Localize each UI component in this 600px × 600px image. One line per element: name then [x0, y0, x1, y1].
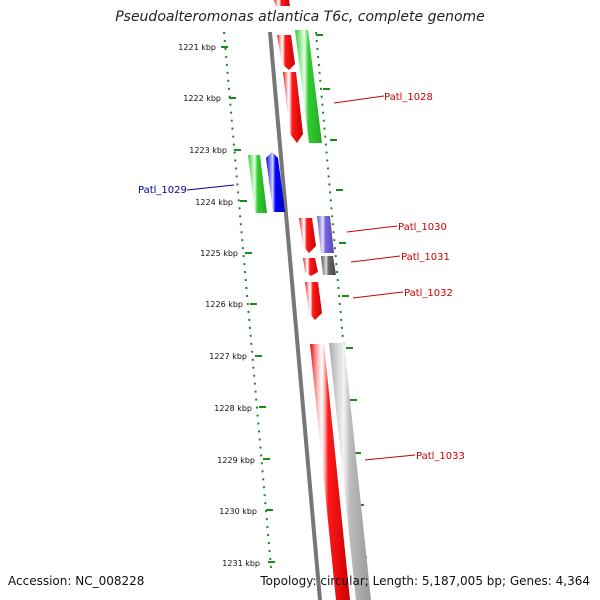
- gene-feature-purple: [317, 216, 334, 253]
- ruler-line: [223, 31, 272, 569]
- ruler-tick-1221: 1221 kbp: [178, 43, 228, 52]
- ruler-tick-1228: 1228 kbp: [214, 404, 266, 413]
- callout-line: [186, 184, 235, 191]
- gene-feature-red: [303, 258, 318, 276]
- ruler-tick-1225: 1225 kbp: [200, 249, 252, 258]
- tick-label: 1222 kbp: [183, 94, 221, 103]
- genome-backbone: [268, 31, 322, 600]
- gene-feature-red: [299, 218, 316, 253]
- ruler-tick-1222: 1222 kbp: [183, 94, 236, 103]
- gene-feature-red: [283, 72, 303, 143]
- gene-feature-dark-gray: [321, 256, 336, 275]
- gene-feature-green: [295, 30, 322, 143]
- topology-text: Topology: circular; Length: 5,187,005 bp…: [260, 574, 590, 588]
- callout-line: [333, 95, 385, 104]
- gene-label-patl-1029[interactable]: Patl_1029: [138, 185, 187, 196]
- tick-label: 1228 kbp: [214, 404, 252, 413]
- tick-label: 1230 kbp: [219, 507, 257, 516]
- gene-feature-red: [274, 0, 290, 6]
- gene-feature-red: [310, 344, 350, 600]
- accession-text: Accession: NC_008228: [8, 574, 145, 588]
- tick-label: 1229 kbp: [217, 456, 255, 465]
- gene-label-patl-1031[interactable]: Patl_1031: [401, 252, 450, 263]
- gene-feature-light-gray: [329, 343, 371, 600]
- tick-label: 1221 kbp: [178, 43, 216, 52]
- gene-label-patl-1033[interactable]: Patl_1033: [416, 451, 465, 462]
- ruler-tick-1224: 1224 kbp: [195, 198, 247, 207]
- gene-label-patl-1028[interactable]: Patl_1028: [384, 92, 433, 103]
- page-title: Pseudoalteromonas atlantica T6c, complet…: [115, 9, 485, 25]
- callout-line: [346, 225, 398, 233]
- tick-label: 1224 kbp: [195, 198, 233, 207]
- ruler-tick-1230: 1230 kbp: [219, 507, 273, 516]
- tick-label: 1227 kbp: [209, 352, 247, 361]
- tick-label: 1225 kbp: [200, 249, 238, 258]
- callout-line: [350, 255, 401, 263]
- ruler-tick-1231: 1231 kbp: [222, 559, 275, 568]
- ruler-tick-1223: 1223 kbp: [189, 146, 241, 155]
- ruler-tick-1226: 1226 kbp: [205, 300, 257, 309]
- ruler-tick-1229: 1229 kbp: [217, 456, 270, 465]
- gene-label-patl-1030[interactable]: Patl_1030: [398, 222, 447, 233]
- tick-label: 1226 kbp: [205, 300, 243, 309]
- tick-label: 1231 kbp: [222, 559, 260, 568]
- gene-feature-blue: [266, 152, 285, 212]
- callout-line: [352, 291, 404, 299]
- gene-feature-red: [305, 282, 322, 320]
- gene-label-patl-1032[interactable]: Patl_1032: [404, 288, 453, 299]
- ruler-tick-1227: 1227 kbp: [209, 352, 262, 361]
- callout-line: [364, 454, 416, 461]
- gene-feature-red: [277, 35, 295, 70]
- gene-feature-green: [248, 155, 267, 213]
- tick-label: 1223 kbp: [189, 146, 227, 155]
